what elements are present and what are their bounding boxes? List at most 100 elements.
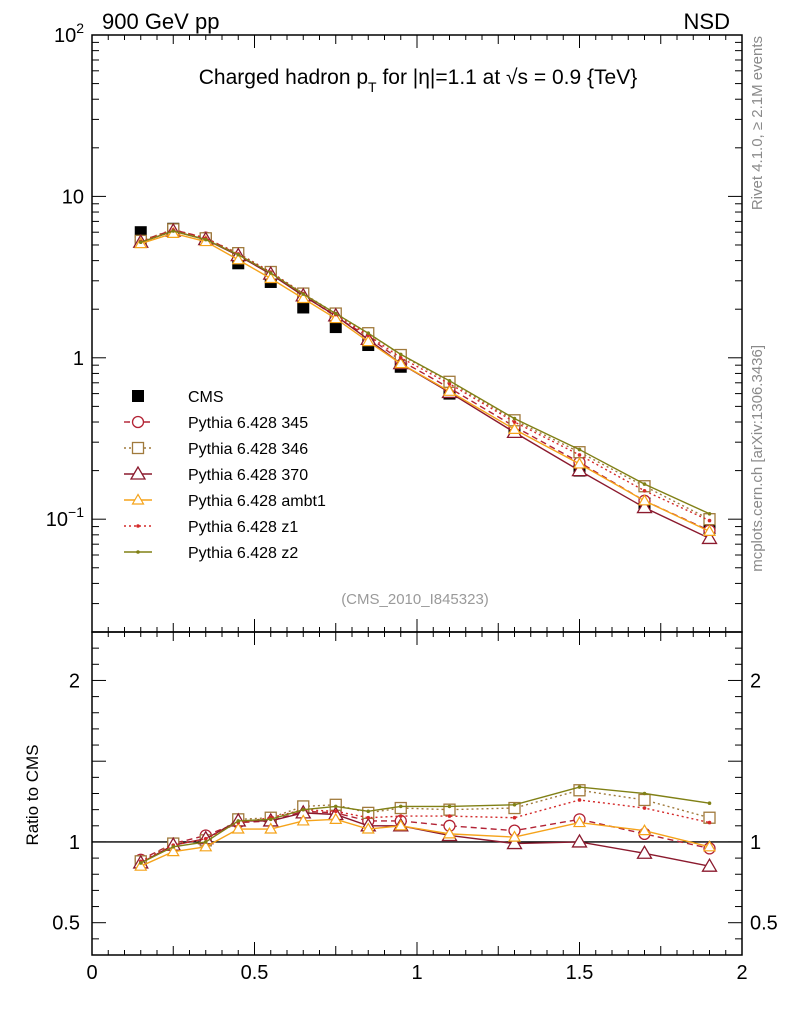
legend-label: Pythia 6.428 345 <box>188 415 308 432</box>
main-point-z2 <box>398 352 403 357</box>
title-sqrt: √s <box>506 66 528 89</box>
ratio-point-z1 <box>577 798 582 802</box>
main-point-z1 <box>577 453 582 457</box>
ratio-point-z1 <box>203 836 208 841</box>
ratio-series-z2 <box>138 785 712 865</box>
main-point-data <box>329 321 342 334</box>
ratio-y-tick-label-right: 0.5 <box>750 913 778 935</box>
legend-label: Pythia 6.428 346 <box>188 441 308 458</box>
ratio-series-ambt1 <box>134 812 717 871</box>
ratio-point-ambt1 <box>296 814 310 826</box>
main-point-z2 <box>577 447 582 452</box>
main-point-p370 <box>701 530 718 545</box>
ratio-series-p345 <box>134 805 716 866</box>
y-tick-base: 1 <box>73 348 84 370</box>
ratio-point-z2 <box>333 804 338 809</box>
main-point-ambt1 <box>637 494 652 506</box>
ratio-point-z2 <box>268 817 273 822</box>
main-point-p370 <box>571 462 588 477</box>
ratio-series-p346 <box>134 784 716 868</box>
main-frame <box>91 34 743 633</box>
ratio-point-z2 <box>203 840 208 844</box>
y-tick-label: 1 <box>73 348 84 370</box>
main-point-ambt1 <box>231 253 245 265</box>
legend-marker <box>131 415 145 429</box>
ratio-point-ambt1 <box>702 840 717 852</box>
legend-marker <box>136 550 140 554</box>
main-point-z2 <box>707 511 712 516</box>
main-series-ambt1 <box>134 226 717 537</box>
legend-marker <box>136 524 140 528</box>
ratio-point-z1 <box>447 814 452 818</box>
ratio-point-p370 <box>571 833 588 848</box>
main-point-z2 <box>642 482 647 486</box>
legend-entry-z1: Pythia 6.428 z1 <box>124 519 298 536</box>
ratio-point-ambt1 <box>394 819 408 831</box>
main-point-z1 <box>707 518 712 523</box>
y-tick-base: 10 <box>54 25 76 47</box>
main-point-z2 <box>333 311 338 316</box>
main-point-ambt1 <box>442 384 457 396</box>
ratio-line-p346 <box>140 789 710 862</box>
main-point-z2 <box>138 240 143 245</box>
main-point-p370 <box>636 499 653 514</box>
ratio-point-z2 <box>577 785 582 789</box>
legend-entry-ambt1: Pythia 6.428 ambt1 <box>124 493 326 510</box>
ratio-point-z2 <box>398 804 403 809</box>
ratio-line-z2 <box>140 786 710 864</box>
ratio-point-z2 <box>171 844 176 849</box>
ratio-point-ambt1 <box>231 822 245 834</box>
title-pre: Charged hadron p <box>199 66 368 89</box>
ratio-point-p346 <box>508 801 521 815</box>
ratio-point-z2 <box>301 807 306 812</box>
ratio-point-z2 <box>707 801 712 805</box>
ratio-point-ambt1 <box>507 830 522 842</box>
ratio-point-p370 <box>636 844 653 859</box>
legend-label: Pythia 6.428 z1 <box>188 519 298 536</box>
title-post: = 0.9 {TeV} <box>528 66 637 89</box>
ratio-point-z1 <box>512 815 517 820</box>
y-tick-base: 10 <box>46 509 68 531</box>
main-point-ambt1 <box>329 311 343 324</box>
x-tick-label: 0.5 <box>241 962 269 984</box>
ratio-ylabel: Ratio to CMS <box>23 744 42 845</box>
ratio-point-z1 <box>707 820 712 825</box>
main-point-z2 <box>512 416 517 421</box>
ratio-y-tick-label-right: 2 <box>750 670 761 692</box>
ratio-point-p370 <box>701 857 718 872</box>
main-point-z2 <box>447 379 452 383</box>
main-point-z1 <box>642 488 647 493</box>
ratio-y-tick-label-left: 2 <box>69 670 80 692</box>
ratio-y-tick-label-left: 1 <box>69 832 80 854</box>
legend-label: Pythia 6.428 370 <box>188 467 308 484</box>
main-point-z2 <box>203 237 208 242</box>
ratio-point-p346 <box>638 793 651 807</box>
main-point-ambt1 <box>572 457 587 469</box>
ratio-point-z2 <box>366 809 371 814</box>
ratio-point-z1 <box>398 814 403 818</box>
main-point-ambt1 <box>394 356 408 369</box>
ratio-point-p346 <box>573 784 586 797</box>
legend-entry-p345: Pythia 6.428 345 <box>124 415 308 432</box>
y-tick-label: 102 <box>54 20 84 47</box>
main-point-z1 <box>447 382 452 386</box>
main-point-ambt1 <box>507 422 522 435</box>
ratio-point-p370 <box>506 835 523 850</box>
title-mid: for |η|=1.1 at <box>377 66 506 89</box>
main-point-ambt1 <box>361 334 375 347</box>
ratio-y-tick-label-right: 1 <box>750 832 761 854</box>
legend-marker <box>129 465 147 480</box>
ratio-point-z2 <box>236 819 241 823</box>
main-point-data <box>297 301 310 314</box>
legend-marker <box>132 390 144 402</box>
main-line-z2 <box>140 230 710 515</box>
main-point-z2 <box>236 252 241 257</box>
ratio-line-z1 <box>140 799 710 862</box>
main-point-z1 <box>398 355 403 360</box>
ratio-y-tick-label-left: 0.5 <box>52 913 80 935</box>
ratio-line-ambt1 <box>140 818 710 867</box>
x-tick-label: 2 <box>736 962 747 984</box>
ratio-point-z2 <box>642 791 647 796</box>
title-sub: T <box>368 79 377 95</box>
process-label: NSD <box>684 9 730 34</box>
